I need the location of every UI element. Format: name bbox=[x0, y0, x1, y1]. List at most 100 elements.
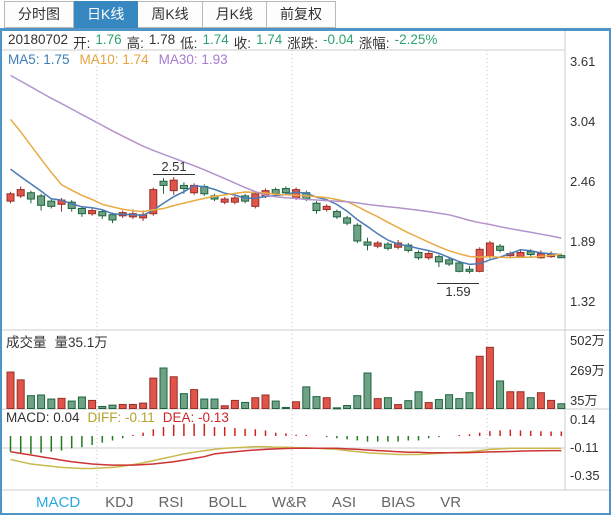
candle-body bbox=[496, 245, 505, 251]
volume-bar bbox=[353, 395, 362, 409]
candle-body bbox=[159, 180, 168, 186]
ma30-line bbox=[10, 74, 562, 239]
candle-body bbox=[6, 193, 15, 202]
volume-bar bbox=[230, 399, 239, 409]
candle-body bbox=[465, 268, 474, 272]
macd-axis-tick: 0.14 bbox=[570, 412, 596, 427]
volume-bar bbox=[485, 346, 494, 409]
candle-body bbox=[220, 198, 229, 203]
candle-body bbox=[47, 200, 56, 207]
candle-body bbox=[292, 189, 301, 199]
volume-bar bbox=[332, 407, 341, 410]
indicator-tab-rsi[interactable]: RSI bbox=[158, 494, 184, 511]
volume-bar bbox=[118, 403, 127, 410]
tab-daily-kline[interactable]: 日K线 bbox=[74, 1, 139, 28]
price-axis-tick: 3.04 bbox=[570, 114, 596, 129]
volume-bar bbox=[445, 394, 454, 410]
candle-body bbox=[281, 188, 290, 194]
volume-bar bbox=[414, 391, 423, 410]
pct-change-value: -2.25% bbox=[394, 32, 438, 47]
tab-forward-adjusted[interactable]: 前复权 bbox=[267, 1, 337, 28]
volume-bar bbox=[190, 389, 199, 410]
volume-bar bbox=[434, 399, 443, 409]
indicator-tab-wr[interactable]: W&R bbox=[271, 494, 307, 511]
ma30-legend: MA30: 1.93 bbox=[158, 52, 228, 67]
candle-body bbox=[434, 256, 443, 263]
candle-body bbox=[424, 253, 433, 259]
volume-bar bbox=[16, 379, 25, 410]
volume-header: 成交量 量35.1万 bbox=[6, 331, 108, 351]
volume-bar bbox=[455, 398, 464, 409]
ma10-legend: MA10: 1.74 bbox=[79, 52, 149, 67]
close-value: 1.74 bbox=[255, 32, 283, 47]
indicator-tab-macd[interactable]: MACD bbox=[36, 494, 81, 511]
candle-body bbox=[516, 251, 525, 258]
chart-type-tabbar: 分时图 日K线 周K线 月K线 前复权 bbox=[0, 0, 611, 28]
volume-bar bbox=[292, 401, 301, 409]
candle-body bbox=[455, 262, 464, 272]
volume-bar bbox=[149, 377, 158, 409]
volume-bar bbox=[496, 380, 505, 409]
candle-body bbox=[179, 184, 188, 190]
high-price-annotation: 2.51 bbox=[153, 159, 195, 175]
candle-body bbox=[230, 197, 239, 203]
volume-bar bbox=[322, 397, 331, 410]
volume-bar bbox=[302, 386, 311, 409]
volume-bar bbox=[169, 376, 178, 409]
volume-bar bbox=[404, 400, 413, 410]
price-axis-tick: 1.89 bbox=[570, 234, 596, 249]
tab-monthly-kline[interactable]: 月K线 bbox=[202, 1, 268, 28]
dea-line bbox=[10, 447, 562, 466]
indicator-tab-boll[interactable]: BOLL bbox=[208, 494, 247, 511]
volume-bar bbox=[373, 398, 382, 409]
volume-bar bbox=[108, 404, 117, 409]
open-label: 开: bbox=[73, 36, 91, 51]
price-axis-tick: 3.61 bbox=[570, 54, 596, 69]
ohlc-info-bar: 20180702 开: 1.76 高: 1.78 低: 1.74 收: 1.74… bbox=[8, 32, 438, 51]
volume-bar bbox=[139, 402, 148, 410]
volume-bar bbox=[312, 396, 321, 409]
volume-bar bbox=[159, 367, 168, 409]
date-value: 20180702 bbox=[8, 32, 69, 47]
volume-bar bbox=[210, 398, 219, 409]
indicator-tab-vr[interactable]: VR bbox=[440, 494, 462, 511]
volume-bar bbox=[343, 405, 352, 409]
volume-bar bbox=[26, 395, 35, 409]
volume-axis-tick: 269万 bbox=[570, 363, 605, 378]
volume-bar bbox=[281, 406, 290, 410]
volume-bar bbox=[424, 402, 433, 409]
candle-body bbox=[353, 224, 362, 242]
volume-bar bbox=[179, 393, 188, 409]
indicator-tab-bias[interactable]: BIAS bbox=[381, 494, 416, 511]
candle-body bbox=[363, 241, 372, 246]
volume-current-value: 量35.1万 bbox=[54, 335, 108, 350]
candle-body bbox=[404, 244, 413, 251]
tab-timeline[interactable]: 分时图 bbox=[4, 1, 74, 28]
volume-bar bbox=[67, 400, 76, 410]
low-price-annotation: 1.59 bbox=[437, 283, 479, 299]
macd-header: MACD: 0.04 DIFF: -0.11 DEA: -0.13 bbox=[6, 410, 229, 425]
candle-body bbox=[322, 205, 331, 211]
candle-body bbox=[77, 207, 86, 215]
candle-body bbox=[343, 217, 352, 224]
candle-body bbox=[383, 243, 392, 249]
candle-body bbox=[37, 195, 46, 206]
candle-body bbox=[169, 179, 178, 192]
indicator-tab-asi[interactable]: ASI bbox=[331, 494, 357, 511]
candle-body bbox=[88, 210, 97, 215]
chart-frame bbox=[0, 28, 611, 515]
volume-bar bbox=[394, 404, 403, 409]
ma10-line bbox=[9, 118, 562, 259]
candle-body bbox=[271, 189, 280, 195]
volume-bar bbox=[57, 397, 66, 409]
diff-line bbox=[10, 445, 562, 470]
candle-body bbox=[251, 193, 260, 207]
indicator-tab-kdj[interactable]: KDJ bbox=[105, 494, 134, 511]
volume-bar bbox=[241, 401, 250, 409]
volume-bar bbox=[506, 391, 515, 410]
volume-bar bbox=[261, 394, 270, 409]
macd-axis-tick: -0.11 bbox=[570, 440, 599, 455]
tab-weekly-kline[interactable]: 周K线 bbox=[138, 1, 203, 28]
candle-body bbox=[445, 259, 454, 265]
